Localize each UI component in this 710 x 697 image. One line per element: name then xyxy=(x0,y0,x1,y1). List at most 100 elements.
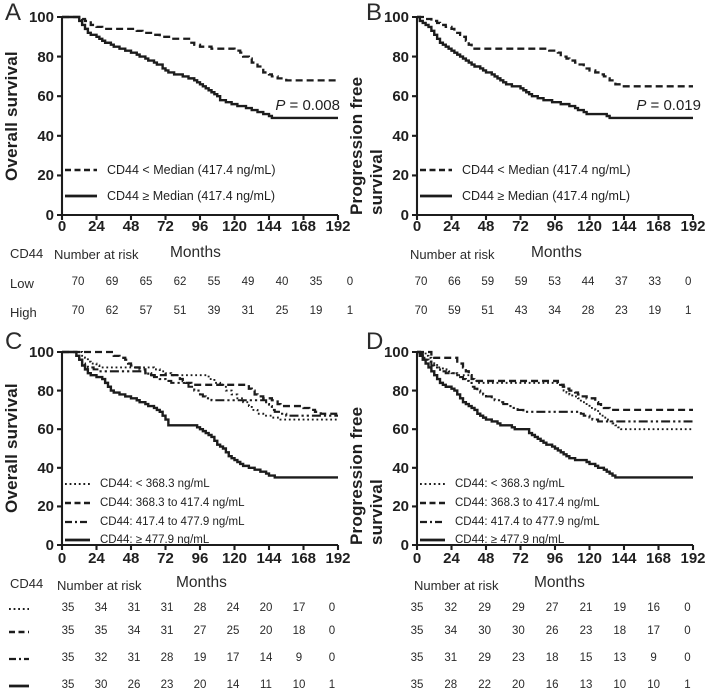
risk-cell: 57 xyxy=(139,305,153,317)
risk-cell: 35 xyxy=(61,652,75,664)
x-tick-label: 144 xyxy=(611,550,637,567)
x-tick-label: 24 xyxy=(443,218,460,235)
risk-cell: 35 xyxy=(410,652,424,664)
x-tick-label: 192 xyxy=(680,218,706,235)
x-tick-label: 24 xyxy=(443,550,460,567)
legend-label: CD44 ≥ Median (417.4 ng/mL) xyxy=(462,189,631,203)
x-tick-label: 72 xyxy=(512,218,529,235)
survival-curve-solid xyxy=(417,15,693,120)
y-tick-label: 20 xyxy=(37,167,54,185)
y-tick-label: 80 xyxy=(392,48,409,66)
p-value-b: P = 0.019 xyxy=(636,97,701,114)
x-tick-label: 48 xyxy=(477,550,495,567)
risk-cell: 31 xyxy=(160,625,174,637)
x-tick-label: 144 xyxy=(256,550,282,567)
risk-cell: 51 xyxy=(173,305,187,317)
x-tick-label: 168 xyxy=(645,550,672,567)
risk-cell: 35 xyxy=(61,602,75,614)
panel-letter-c: C xyxy=(5,328,23,355)
risk-cell: 0 xyxy=(346,276,354,288)
risk-cell: 33 xyxy=(648,276,662,288)
risk-cell: 28 xyxy=(581,305,595,317)
risk-cell: 34 xyxy=(444,625,458,637)
risk-cell: 35 xyxy=(410,602,424,614)
y-tick-label: 20 xyxy=(37,498,54,516)
x-tick-label: 192 xyxy=(325,218,351,235)
risk-cell: 18 xyxy=(545,652,559,664)
risk-cell: 15 xyxy=(579,652,593,664)
risk-cell: 66 xyxy=(447,276,461,288)
risk-cell: 29 xyxy=(478,652,491,664)
risk-cell: 70 xyxy=(414,276,428,288)
y-tick-label: 40 xyxy=(37,127,54,145)
x-tick-label: 120 xyxy=(221,550,248,567)
x-tick-label: 0 xyxy=(57,550,67,567)
risk-cell: 32 xyxy=(94,652,108,664)
risk-cell: 10 xyxy=(613,679,627,691)
risk-cell: 13 xyxy=(613,652,627,664)
x-tick-label: 96 xyxy=(191,218,209,235)
risk-cell: 35 xyxy=(309,276,323,288)
legend-label: CD44: ≥ 477.9 ng/mL xyxy=(455,534,565,546)
risk-cell: 34 xyxy=(127,625,141,637)
legend-item: CD44: 368.3 to 417.4 ng/mL xyxy=(419,496,600,510)
legend-item: CD44 ≥ Median (417.4 ng/mL) xyxy=(419,189,630,203)
risk-cell: 35 xyxy=(410,625,424,637)
risk-cell: 53 xyxy=(548,276,561,288)
legend-item: CD44: 368.3 to 417.4 ng/mL xyxy=(64,496,245,510)
risk-cell: 37 xyxy=(614,276,628,288)
x-tick-label: 24 xyxy=(88,218,105,235)
risk-cell: 11 xyxy=(260,679,272,691)
dotted-line-icon xyxy=(9,608,29,610)
risk-cell: 22 xyxy=(478,679,491,691)
x-tick-label: 120 xyxy=(221,218,248,235)
x-tick-label: 120 xyxy=(576,218,603,235)
survival-curve-solid xyxy=(62,15,338,120)
risk-cell: 20 xyxy=(259,625,273,637)
risk-cell: 28 xyxy=(160,652,174,664)
risk-cell: 62 xyxy=(105,305,119,317)
risk-cell: 70 xyxy=(414,305,428,317)
y-axis-title-overall-survival-c: Overall survival xyxy=(2,383,21,514)
survival-curve-dotted xyxy=(62,351,338,421)
risk-cell: 29 xyxy=(511,602,525,614)
risk-cell: 30 xyxy=(478,625,491,637)
x-tick-label: 96 xyxy=(546,218,564,235)
y-tick-label: 0 xyxy=(400,537,409,554)
risk-cell: 27 xyxy=(545,602,559,614)
survival-curve-dashdot xyxy=(417,350,693,423)
legend-label: CD44: 417.4 to 477.9 ng/mL xyxy=(455,516,600,528)
legend-item: CD44: ≥ 477.9 ng/mL xyxy=(419,533,564,547)
risk-cell: 40 xyxy=(275,276,289,288)
risk-cell: 39 xyxy=(207,305,221,317)
legend-item: CD44: 417.4 to 477.9 ng/mL xyxy=(419,515,600,529)
risk-cell: 23 xyxy=(579,625,593,637)
risk-cell: 10 xyxy=(292,679,306,691)
solid-line-icon xyxy=(420,538,445,542)
risk-cell: 31 xyxy=(241,305,255,317)
axis xyxy=(412,350,695,550)
months-axis-label: Months xyxy=(176,574,227,591)
y-tick-label: 0 xyxy=(400,207,409,224)
risk-cell: 31 xyxy=(127,652,141,664)
risk-cell: 49 xyxy=(241,276,255,288)
x-tick-label: 72 xyxy=(157,218,174,235)
risk-cell: 14 xyxy=(259,652,273,664)
y-tick-label: 100 xyxy=(28,344,54,361)
risk-cell: 0 xyxy=(328,625,336,637)
x-tick-label: 0 xyxy=(412,218,422,235)
risk-cell: 59 xyxy=(481,276,495,288)
legend-item: CD44: 417.4 to 477.9 ng/mL xyxy=(64,515,245,529)
x-tick-label: 0 xyxy=(412,550,422,567)
x-tick-label: 168 xyxy=(645,218,672,235)
y-tick-label: 80 xyxy=(392,382,409,400)
x-tick-label: 120 xyxy=(576,550,603,567)
number-at-risk-label: Number at risk xyxy=(410,247,495,262)
risk-cell: 24 xyxy=(226,602,240,614)
survival-curve-dashed xyxy=(417,350,693,412)
axis xyxy=(57,15,340,220)
risk-cell: 55 xyxy=(207,276,221,288)
dash-dot-line-icon xyxy=(65,520,90,524)
